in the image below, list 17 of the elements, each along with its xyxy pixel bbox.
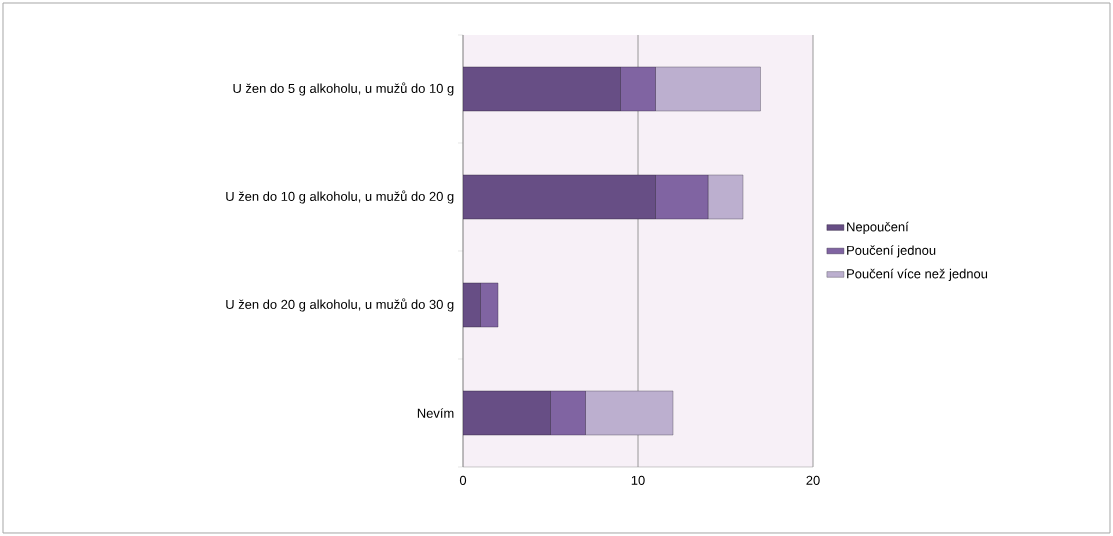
y-tick-label: Nevím [417, 408, 454, 418]
legend-label: Nepoučení [847, 221, 909, 235]
bar [463, 390, 551, 436]
y-tick-label: U žen do 10 g alkoholu, u mužů do 20 g [226, 190, 454, 204]
y-tick-label: U žen do 5 g alkoholu, u mužů do 10 g [233, 82, 454, 96]
x-tick-label: 20 [806, 475, 820, 485]
x-tick-label: 0 [459, 475, 467, 485]
bar [480, 282, 499, 328]
bar [585, 390, 674, 436]
legend-label: Poučení jednou [847, 245, 936, 258]
bar [707, 174, 744, 220]
x-tick-label: 10 [631, 475, 645, 485]
y-tick-label: U žen do 20 g alkoholu, u mužů do 30 g [226, 298, 454, 312]
legend-label: Poučení více než jednou [847, 268, 988, 281]
bar [463, 66, 621, 112]
bar [655, 66, 761, 112]
bar [463, 174, 656, 220]
